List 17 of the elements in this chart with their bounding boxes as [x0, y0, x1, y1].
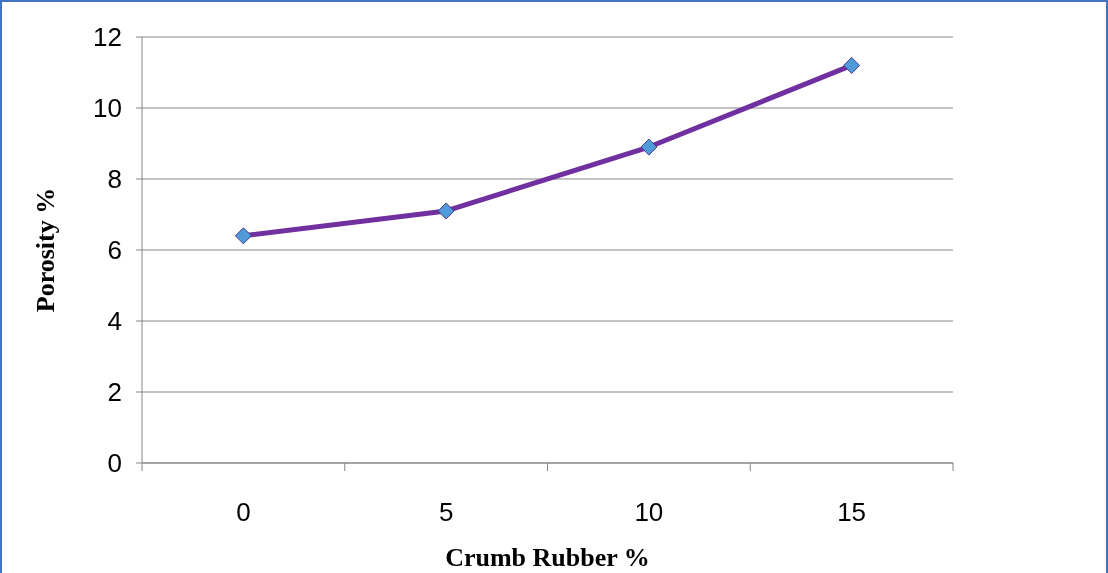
point [843, 56, 861, 74]
x-axis-title: Crumb Rubber % [445, 543, 650, 573]
y-tick-label: 4 [107, 306, 122, 337]
x-tick-label: 0 [236, 497, 251, 528]
y-tick-label: 0 [107, 448, 122, 479]
x-tick-label: 15 [837, 497, 867, 528]
y-tick-label: 8 [107, 164, 122, 195]
y-tick-label: 2 [107, 377, 122, 408]
point [437, 202, 455, 220]
y-tick-label: 6 [107, 235, 122, 266]
x-tick-label: 5 [438, 497, 454, 528]
y-axis-title: Porosity % [31, 187, 61, 313]
y-tick-label: 10 [93, 93, 122, 124]
point [234, 227, 252, 245]
point [640, 138, 658, 156]
x-tick-label: 10 [634, 497, 664, 528]
y-tick-label: 12 [93, 22, 122, 53]
